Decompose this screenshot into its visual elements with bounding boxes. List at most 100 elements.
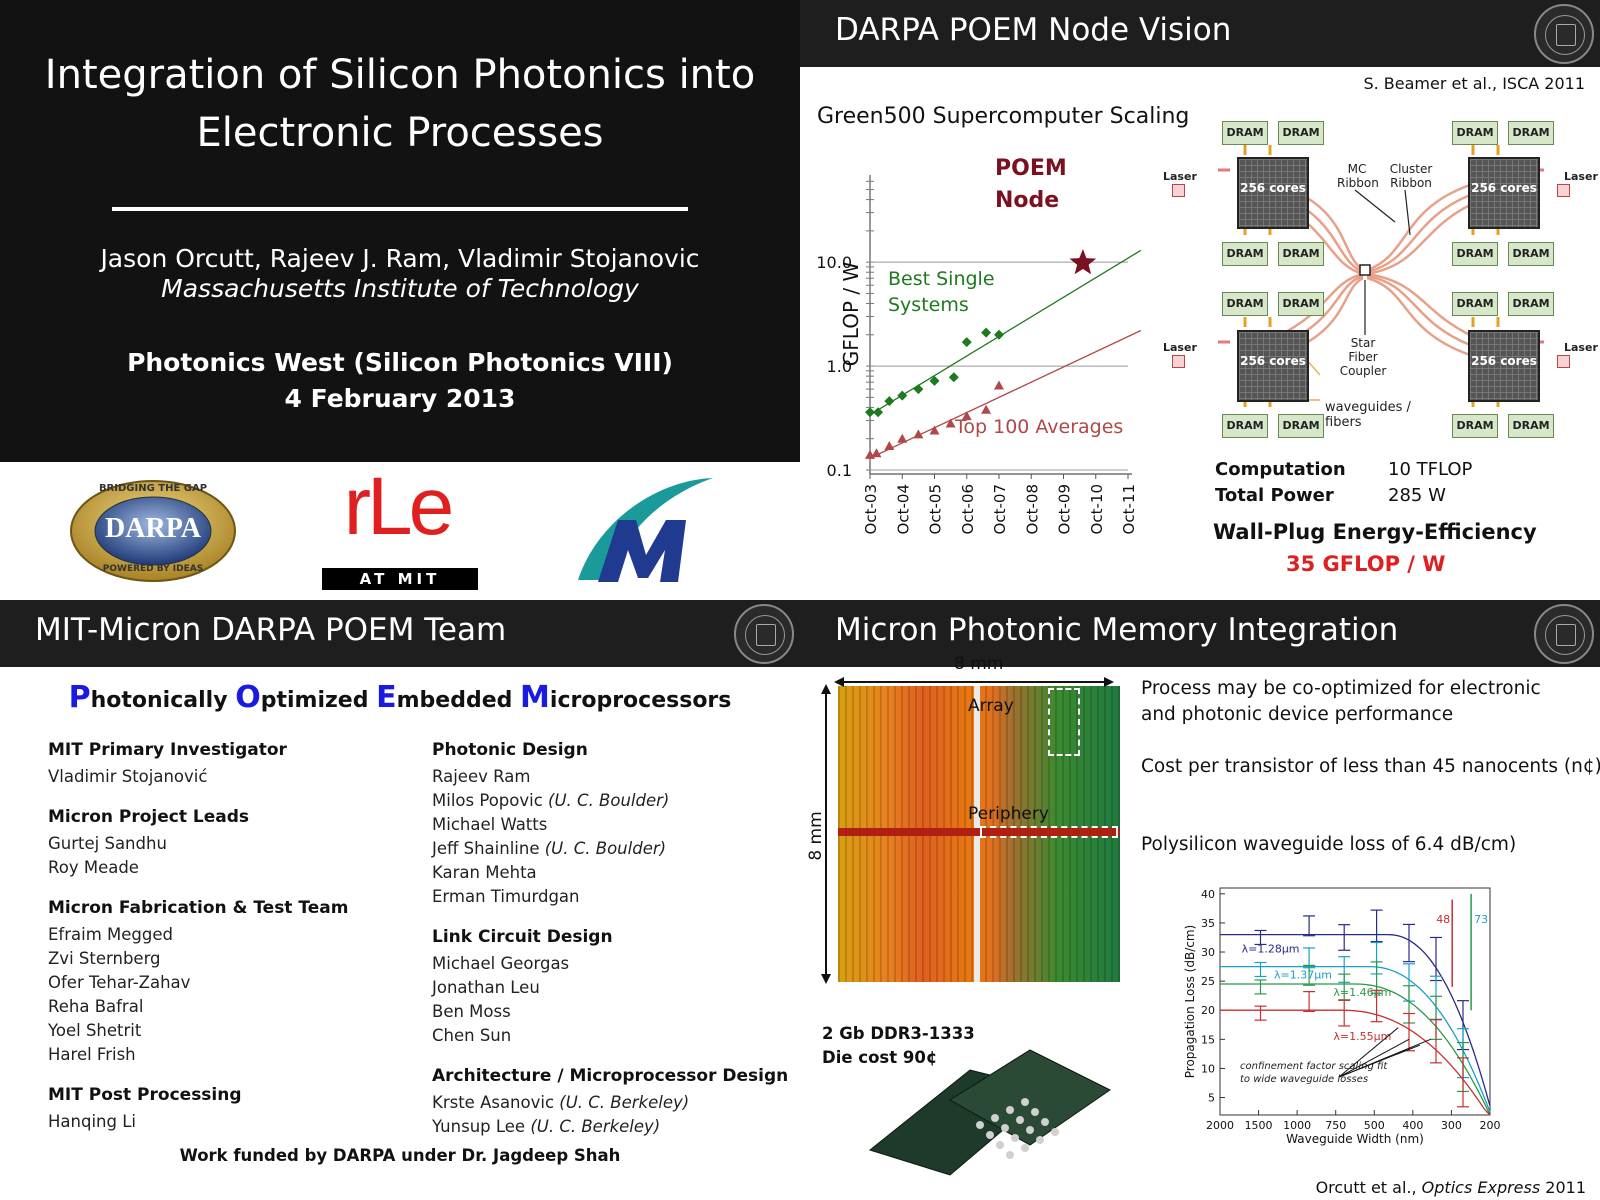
acronym-word: mbedded bbox=[396, 688, 521, 713]
member-name: Gurtej Sandhu bbox=[48, 834, 167, 853]
acronym-word: icroprocessors bbox=[549, 688, 732, 713]
best-point bbox=[913, 384, 924, 395]
best-point bbox=[994, 329, 1004, 340]
mit-seal-icon bbox=[734, 604, 794, 664]
bullet-3: Polysilicon waveguide loss of 6.4 dB/cm) bbox=[1141, 834, 1517, 855]
member-name: Jeff Shainline bbox=[432, 839, 545, 858]
die-height-label: 8 mm bbox=[806, 811, 826, 861]
bullet-2: Cost per transistor of less than 45 nano… bbox=[1141, 756, 1600, 777]
member-name: Yoel Shetrit bbox=[48, 1021, 142, 1040]
memory-slide: Micron Photonic Memory Integration Array… bbox=[800, 600, 1600, 1200]
institution: Massachusetts Institute of Technology bbox=[161, 274, 639, 303]
y-tick-label: 40 bbox=[1201, 888, 1215, 901]
team-role: MIT Post Processing bbox=[48, 1085, 242, 1105]
slide-header: DARPA POEM Node Vision bbox=[800, 0, 1600, 67]
acronym-letter: O bbox=[235, 680, 261, 715]
poem-vision-slide: DARPA POEM Node Vision S. Beamer et al.,… bbox=[800, 0, 1600, 600]
power-label: Total Power bbox=[1215, 485, 1334, 506]
x-tick-label: 500 bbox=[1364, 1119, 1385, 1132]
dram-box: DRAM bbox=[1452, 414, 1498, 438]
y-tick-label: 20 bbox=[1201, 1004, 1215, 1017]
mit-seal-icon bbox=[1534, 604, 1594, 664]
waveguides-label: waveguides / fibers bbox=[1325, 400, 1411, 430]
annotation-arrow bbox=[1338, 1038, 1410, 1078]
rle-logo: rLe bbox=[343, 461, 455, 552]
darpa-text: DARPA bbox=[105, 513, 201, 544]
member-name: Karan Mehta bbox=[432, 863, 537, 882]
acronym-word: hotonically bbox=[90, 688, 236, 713]
array-label: Array bbox=[968, 696, 1014, 716]
team-member: Karan Mehta bbox=[432, 863, 537, 882]
top100-trend-line bbox=[869, 329, 1142, 459]
series-label: λ=1.55μm bbox=[1333, 1030, 1391, 1043]
core-cluster: 256 cores bbox=[1468, 157, 1540, 229]
x-tick-label: Oct-10 bbox=[1088, 484, 1106, 534]
efficiency-label: Wall-Plug Energy-Efficiency bbox=[1213, 520, 1537, 544]
member-affiliation: (U. C. Boulder) bbox=[548, 791, 670, 810]
y-tick-label: 10.0 bbox=[816, 253, 852, 272]
best-label-2: Systems bbox=[888, 294, 969, 316]
event: Photonics West (Silicon Photonics VIII) bbox=[127, 348, 673, 377]
best-point bbox=[948, 372, 959, 383]
dram-box: DRAM bbox=[1278, 121, 1324, 145]
dram-box: DRAM bbox=[1452, 242, 1498, 266]
team-member: Krste Asanovic (U. C. Berkeley) bbox=[432, 1093, 689, 1112]
funding-note: Work funded by DARPA under Dr. Jagdeep S… bbox=[179, 1146, 621, 1165]
member-name: Hanqing Li bbox=[48, 1112, 136, 1131]
dram-box: DRAM bbox=[1278, 242, 1324, 266]
laser-label: Laser bbox=[1163, 341, 1197, 354]
top100-point bbox=[897, 433, 908, 443]
team-member: Rajeev Ram bbox=[432, 767, 530, 786]
micron-logo bbox=[568, 470, 718, 592]
laser-label: Laser bbox=[1564, 170, 1598, 183]
x-axis-label: Waveguide Width (nm) bbox=[1286, 1132, 1424, 1146]
x-tick-label: 300 bbox=[1441, 1119, 1462, 1132]
acronym-title: Photonically Optimized Embedded Micropro… bbox=[0, 680, 800, 715]
member-name: Zvi Sternberg bbox=[48, 949, 161, 968]
array-box bbox=[1048, 688, 1080, 756]
darpa-top-text: BRIDGING THE GAP bbox=[98, 483, 208, 494]
team-member: Hanqing Li bbox=[48, 1112, 136, 1131]
team-member: Reha Bafral bbox=[48, 997, 143, 1016]
poem-star-icon bbox=[1069, 249, 1097, 275]
title-divider bbox=[112, 207, 688, 211]
y-tick-label: 10 bbox=[1201, 1062, 1215, 1075]
periphery-box bbox=[980, 826, 1118, 838]
member-name: Yunsup Lee bbox=[432, 1117, 531, 1136]
die-periphery-strip bbox=[838, 828, 1120, 836]
y-tick-label: 25 bbox=[1201, 975, 1215, 988]
member-name: Milos Popovic bbox=[432, 791, 549, 810]
star-coupler-label: Star Fiber Coupler bbox=[1339, 336, 1387, 378]
bullet-1a: Process may be co-optimized for electron… bbox=[1141, 678, 1541, 699]
title-line-1: Integration of Silicon Photonics into bbox=[44, 52, 756, 98]
top100-label: Top 100 Averages bbox=[955, 416, 1124, 438]
x-tick-label: 1000 bbox=[1283, 1119, 1311, 1132]
computation-value: 10 TFLOP bbox=[1388, 459, 1473, 480]
best-point bbox=[981, 327, 992, 338]
core-label: 256 cores bbox=[1240, 354, 1306, 368]
mc-ribbon-label: MC Ribbon bbox=[1337, 162, 1379, 190]
dimension-arrows bbox=[821, 677, 1114, 984]
team-member: Harel Frish bbox=[48, 1045, 136, 1064]
member-name: Rajeev Ram bbox=[432, 767, 531, 786]
slide-header: Micron Photonic Memory Integration bbox=[800, 600, 1600, 667]
darpa-logo: BRIDGING THE GAP DARPA POWERED BY IDEAS bbox=[70, 480, 236, 582]
member-name: Efraim Megged bbox=[48, 925, 173, 944]
top100-point bbox=[929, 425, 940, 435]
x-tick-label: Oct-08 bbox=[1023, 484, 1041, 534]
x-tick-label: 1500 bbox=[1245, 1119, 1273, 1132]
member-name: Ofer Tehar-Zahav bbox=[48, 973, 191, 992]
best-point bbox=[961, 337, 972, 348]
x-tick-label: 400 bbox=[1402, 1119, 1423, 1132]
best-point bbox=[929, 375, 940, 386]
y-axis-label: GFLOP / W bbox=[839, 261, 863, 367]
poem-label-2: Node bbox=[995, 188, 1060, 213]
laser-icon bbox=[1557, 355, 1570, 368]
team-member: Michael Watts bbox=[432, 815, 547, 834]
team-member: Jeff Shainline (U. C. Boulder) bbox=[432, 839, 666, 858]
chart-title: Green500 Supercomputer Scaling bbox=[817, 104, 1190, 129]
green500-chart: 10.0 1.0 0.1 Oct-03 Oct-04 Oct-05 Oct-06 Oct-07… bbox=[816, 175, 1142, 534]
dram-box: DRAM bbox=[1508, 414, 1554, 438]
team-role: Photonic Design bbox=[432, 740, 588, 760]
member-name: Chen Sun bbox=[432, 1026, 512, 1045]
